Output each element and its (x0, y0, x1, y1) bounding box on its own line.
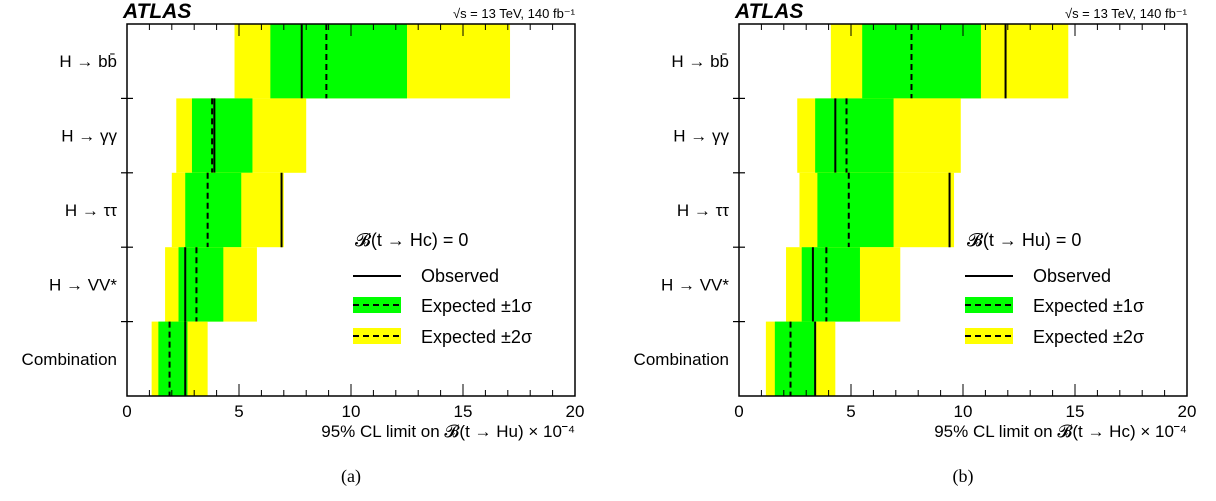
category-label: Combination (634, 350, 729, 369)
x-tick-label: 20 (1178, 402, 1197, 421)
x-tick-label: 5 (846, 402, 855, 421)
x-tick-label: 10 (954, 402, 973, 421)
band-1sigma (270, 24, 407, 99)
band-1sigma (801, 247, 860, 322)
panel-b: H → bb̄ H → γγ H → ττ H → VV* Combination 0 5 1… (634, 0, 1197, 487)
category-label: H → ττ (677, 201, 729, 220)
legend-observed: Observed (1033, 266, 1111, 286)
x-tick-label: 0 (122, 402, 131, 421)
band-1sigma (191, 98, 253, 173)
x-tick-label: 0 (734, 402, 743, 421)
legend-2sigma: Expected ±2σ (421, 327, 532, 347)
legend-1sigma: Expected ±1σ (1033, 296, 1144, 316)
x-tick-label: 10 (342, 402, 361, 421)
band-1sigma (817, 172, 894, 248)
category-label: H → γγ (673, 127, 729, 146)
category-label: H → ττ (65, 201, 117, 220)
experiment-label: ATLAS (122, 0, 191, 23)
band-1sigma (774, 321, 816, 396)
legend-1sigma: Expected ±1σ (421, 296, 532, 316)
legend-title: 𝓑(t → Hc) = 0 (355, 230, 468, 250)
category-label: H → VV* (661, 275, 729, 294)
band-1sigma (158, 321, 188, 396)
x-tick-label: 20 (566, 402, 585, 421)
category-label: H → bb̄ (59, 52, 117, 71)
category-label: H → γγ (61, 127, 117, 146)
x-tick-label: 15 (1066, 402, 1085, 421)
energy-label: √s = 13 TeV, 140 fb⁻¹ (453, 6, 576, 21)
category-label: H → bb̄ (671, 52, 729, 71)
x-axis-label: 95% CL limit on 𝓑(t → Hc) × 10⁻⁴ (934, 422, 1187, 441)
x-tick-label: 5 (234, 402, 243, 421)
band-1sigma (862, 24, 981, 99)
panel-a: H → bb̄ H → γγ H → ττ H → VV* Combination 0 5 1… (22, 0, 585, 487)
energy-label: √s = 13 TeV, 140 fb⁻¹ (1065, 6, 1188, 21)
experiment-label: ATLAS (734, 0, 803, 23)
legend-observed: Observed (421, 266, 499, 286)
x-axis-label: 95% CL limit on 𝓑(t → Hu) × 10⁻⁴ (321, 422, 575, 441)
category-label: H → VV* (49, 275, 117, 294)
panel-caption: (b) (953, 466, 974, 487)
legend-2sigma: Expected ±2σ (1033, 327, 1144, 347)
legend-title: 𝓑(t → Hu) = 0 (967, 230, 1081, 250)
x-tick-label: 15 (454, 402, 473, 421)
band-1sigma (815, 98, 894, 173)
category-label: Combination (22, 350, 117, 369)
panel-caption: (a) (341, 466, 361, 487)
band-1sigma (185, 172, 242, 248)
